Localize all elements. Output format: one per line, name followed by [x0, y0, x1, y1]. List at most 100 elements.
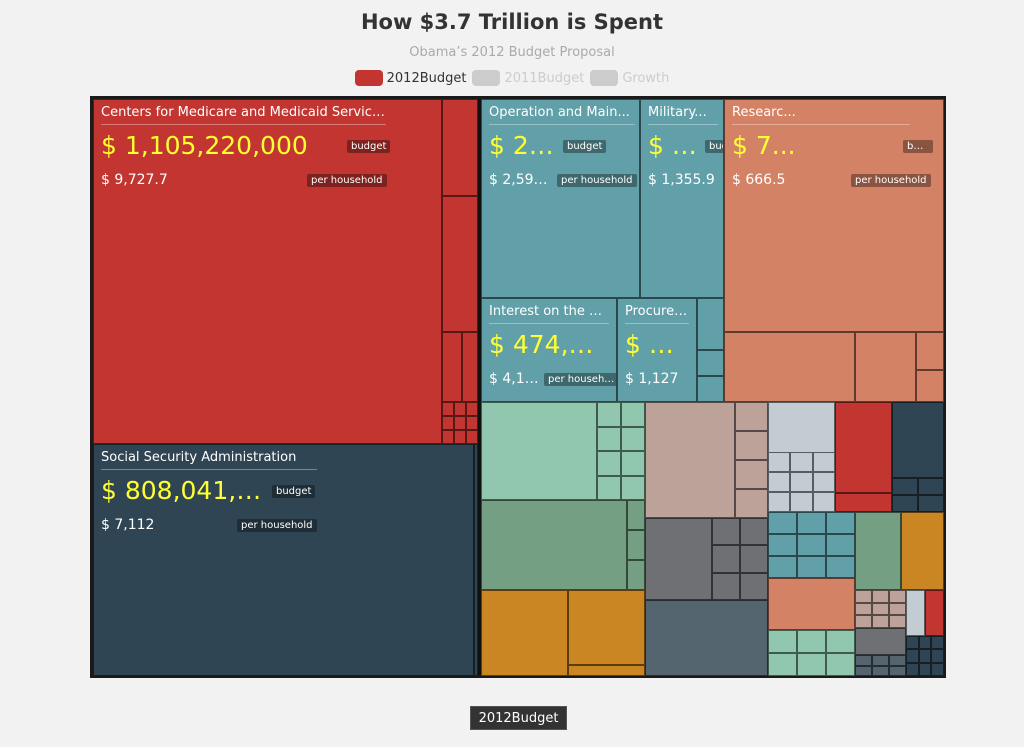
treemap-cell[interactable]: [768, 452, 791, 472]
treemap-cell[interactable]: [855, 512, 901, 590]
treemap-cell[interactable]: [454, 402, 466, 416]
treemap-cell[interactable]: [826, 534, 855, 556]
treemap-cell[interactable]: [724, 332, 855, 402]
treemap-cell[interactable]: [474, 444, 478, 676]
treemap-cell[interactable]: [621, 451, 645, 476]
treemap-cell[interactable]: [768, 472, 791, 492]
treemap-cell[interactable]: [826, 653, 855, 676]
treemap-cell[interactable]: [906, 649, 919, 663]
treemap-cell[interactable]: [454, 416, 466, 430]
treemap-cell[interactable]: [918, 649, 932, 663]
treemap-cell[interactable]: [892, 478, 918, 495]
treemap-cell[interactable]: [901, 512, 944, 590]
treemap-node[interactable]: Procurement $ 128,05... $ 1,127: [617, 298, 697, 402]
treemap-cell[interactable]: [735, 402, 768, 431]
legend-item-2011budget[interactable]: 2011Budget: [472, 70, 584, 86]
treemap-cell[interactable]: [697, 350, 724, 376]
treemap-cell[interactable]: [735, 460, 768, 489]
treemap-cell[interactable]: [918, 495, 944, 512]
treemap-node[interactable]: Centers for Medicare and Medicaid Servic…: [93, 99, 442, 444]
treemap-node[interactable]: Interest on the Public Debt $ 474,146,000…: [481, 298, 617, 402]
treemap-cell[interactable]: [855, 590, 872, 603]
treemap-cell[interactable]: [835, 493, 892, 512]
treemap-cell[interactable]: [597, 451, 621, 476]
treemap-cell[interactable]: [621, 475, 645, 500]
treemap-cell[interactable]: [645, 600, 768, 676]
treemap-cell[interactable]: [740, 518, 768, 546]
treemap-node[interactable]: Social Security Administration $ 808,041,…: [93, 444, 474, 676]
treemap-cell[interactable]: [892, 495, 918, 512]
treemap-cell[interactable]: [768, 630, 797, 653]
treemap-cell[interactable]: [621, 402, 645, 427]
treemap-cell[interactable]: [712, 518, 740, 546]
treemap-node[interactable]: Military... $ 1... $ 1,355.9 budget: [640, 99, 724, 298]
treemap-cell[interactable]: [916, 370, 944, 402]
treemap-cell[interactable]: [906, 636, 919, 650]
treemap-cell[interactable]: [826, 556, 855, 578]
treemap-cell[interactable]: [740, 572, 768, 600]
treemap-cell[interactable]: [466, 402, 478, 416]
treemap-cell[interactable]: [790, 492, 813, 512]
treemap-cell[interactable]: [855, 615, 872, 628]
treemap-cell[interactable]: [826, 630, 855, 653]
legend-item-2012budget[interactable]: 2012Budget: [354, 70, 466, 86]
treemap-cell[interactable]: [790, 452, 813, 472]
treemap-cell[interactable]: [568, 665, 645, 676]
treemap-cell[interactable]: [872, 665, 889, 676]
treemap-cell[interactable]: [812, 472, 835, 492]
treemap-cell[interactable]: [462, 332, 478, 402]
treemap-cell[interactable]: [697, 298, 724, 350]
treemap-node[interactable]: Researc... $ 7... $ 666.5 budget per househo…: [724, 99, 944, 332]
treemap-cell[interactable]: [442, 402, 454, 416]
treemap-cell[interactable]: [889, 615, 906, 628]
treemap-cell[interactable]: [889, 590, 906, 603]
treemap-cell[interactable]: [790, 472, 813, 492]
treemap-cell[interactable]: [797, 556, 826, 578]
treemap-cell[interactable]: [918, 478, 944, 495]
treemap-cell[interactable]: [855, 655, 872, 666]
treemap-cell[interactable]: [768, 492, 791, 512]
legend-item-growth[interactable]: Growth: [590, 70, 669, 86]
treemap-cell[interactable]: [442, 99, 478, 196]
treemap-cell[interactable]: [768, 556, 797, 578]
treemap-cell[interactable]: [466, 416, 478, 430]
treemap-cell[interactable]: [797, 630, 826, 653]
treemap-cell[interactable]: [797, 512, 826, 534]
treemap-cell[interactable]: [627, 500, 645, 530]
treemap-cell[interactable]: [931, 636, 944, 650]
treemap-cell[interactable]: [697, 376, 724, 402]
treemap-cell[interactable]: [889, 665, 906, 676]
treemap-cell[interactable]: [466, 430, 478, 444]
treemap-cell[interactable]: [892, 402, 944, 478]
treemap-cell[interactable]: [597, 475, 621, 500]
treemap-cell[interactable]: [481, 500, 627, 590]
treemap-cell[interactable]: [597, 402, 621, 427]
treemap-cell[interactable]: [855, 332, 916, 402]
treemap-cell[interactable]: [481, 590, 568, 676]
treemap-cell[interactable]: [442, 332, 462, 402]
treemap-cell[interactable]: [481, 402, 597, 500]
treemap-cell[interactable]: [918, 636, 932, 650]
treemap-cell[interactable]: [712, 545, 740, 573]
treemap-cell[interactable]: [918, 662, 932, 676]
treemap-cell[interactable]: [906, 662, 919, 676]
treemap-cell[interactable]: [889, 655, 906, 666]
treemap-cell[interactable]: [454, 430, 466, 444]
treemap-cell[interactable]: [925, 590, 944, 636]
treemap-cell[interactable]: [797, 653, 826, 676]
treemap-cell[interactable]: [645, 518, 712, 600]
treemap-cell[interactable]: [906, 590, 925, 636]
treemap-cell[interactable]: [855, 628, 906, 655]
treemap-cell[interactable]: [712, 572, 740, 600]
treemap-cell[interactable]: [931, 649, 944, 663]
treemap-cell[interactable]: [872, 602, 889, 616]
treemap-cell[interactable]: [768, 578, 855, 630]
treemap-cell[interactable]: [768, 534, 797, 556]
treemap-cell[interactable]: [826, 512, 855, 534]
treemap-cell[interactable]: [740, 545, 768, 573]
treemap-cell[interactable]: [916, 332, 944, 370]
treemap-cell[interactable]: [812, 452, 835, 472]
treemap-node[interactable]: Operation and Main... $ 294,891,... $ 2,59…: [481, 99, 640, 298]
treemap-cell[interactable]: [812, 492, 835, 512]
treemap-cell[interactable]: [621, 426, 645, 451]
